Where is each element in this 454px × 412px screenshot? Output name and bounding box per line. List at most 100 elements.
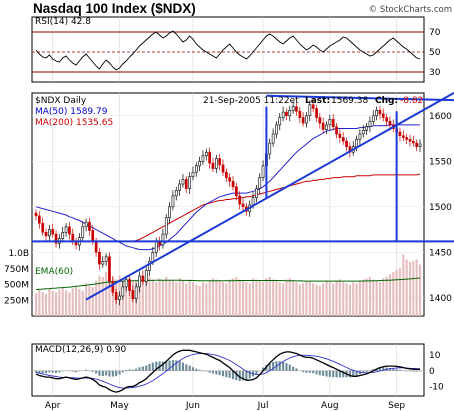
- volume-bar: [41, 292, 44, 316]
- ema60-label: EMA(60): [35, 267, 73, 277]
- macd-histogram-bar: [365, 370, 368, 372]
- candle-body: [104, 256, 108, 262]
- macd-histogram-bar: [108, 370, 111, 377]
- candle-body: [154, 241, 158, 253]
- volume-bar: [285, 279, 288, 316]
- macd-histogram-bar: [75, 370, 78, 373]
- candle-body: [171, 195, 175, 208]
- candle-body: [88, 221, 91, 231]
- candle-body: [408, 139, 412, 142]
- candle-body: [325, 124, 328, 130]
- macd-histogram-bar: [118, 370, 121, 375]
- macd-histogram-bar: [131, 369, 134, 371]
- volume-bar: [338, 279, 341, 316]
- candle-body: [288, 110, 292, 117]
- candle-body: [345, 140, 348, 147]
- volume-bar: [95, 280, 98, 316]
- candle-body: [418, 143, 422, 148]
- macd-histogram-bar: [285, 363, 288, 371]
- macd-histogram-bar: [305, 370, 308, 373]
- volume-bar: [362, 279, 365, 316]
- volume-bar: [98, 275, 101, 316]
- candle-body: [278, 117, 282, 126]
- macd-histogram-bar: [392, 368, 395, 371]
- macd-histogram-bar: [168, 360, 171, 371]
- copyright-text: © StockCharts.com: [369, 5, 452, 15]
- x-tick-label: Jun: [185, 401, 200, 411]
- macd-histogram-bar: [121, 370, 124, 373]
- volume-bar: [238, 279, 241, 316]
- volume-bar: [315, 284, 318, 316]
- candle-body: [208, 151, 212, 164]
- candle-body: [47, 229, 51, 237]
- volume-bar: [158, 278, 161, 316]
- volume-bar: [68, 292, 71, 316]
- volume-bar: [372, 279, 375, 316]
- candle-body: [68, 226, 71, 235]
- volume-bar: [168, 279, 171, 316]
- macd-histogram-bar: [145, 365, 148, 371]
- volume-bar: [245, 282, 248, 316]
- candle-body: [388, 120, 392, 126]
- candle-body: [215, 158, 218, 169]
- candle-body: [235, 186, 238, 197]
- rsi-tick-label: 50: [429, 48, 441, 58]
- volume-bar: [232, 278, 235, 316]
- volume-bar: [332, 283, 335, 316]
- macd-histogram-bar: [308, 370, 311, 373]
- price-panel-frame: [31, 92, 425, 317]
- macd-histogram-bar: [218, 370, 221, 376]
- macd-histogram-bar: [245, 370, 248, 380]
- macd-histogram-bar: [398, 369, 401, 371]
- trendline-falling-resistance: [266, 94, 454, 102]
- macd-histogram-bar: [388, 368, 391, 371]
- volume-bar: [201, 282, 204, 316]
- macd-histogram-bar: [419, 370, 422, 372]
- candle-body: [34, 212, 38, 217]
- candle-body: [341, 137, 345, 142]
- volume-tick-label: 500M: [4, 281, 29, 291]
- macd-histogram-bar: [382, 367, 385, 371]
- volume-bar: [318, 285, 321, 316]
- candle-body: [328, 119, 332, 126]
- macd-histogram-bar: [282, 361, 285, 371]
- volume-bar: [155, 282, 158, 316]
- macd-histogram-bar: [258, 370, 261, 372]
- candle-body: [168, 206, 171, 219]
- volume-bar: [78, 289, 81, 316]
- volume-bar: [402, 254, 405, 316]
- macd-histogram-bar: [188, 365, 191, 371]
- candle-body: [218, 158, 222, 166]
- candle-body: [64, 226, 68, 233]
- volume-bar: [218, 280, 221, 316]
- macd-histogram-bar: [135, 368, 138, 371]
- price-tick-label: 1400: [429, 294, 452, 304]
- candle-body: [291, 106, 295, 111]
- macd-histogram-bar: [378, 367, 381, 371]
- volume-bar: [375, 280, 378, 316]
- volume-bar: [252, 278, 255, 316]
- macd-histogram-bar: [328, 370, 331, 377]
- volume-bar: [302, 283, 305, 316]
- candle-body: [308, 104, 312, 117]
- volume-bar: [295, 282, 298, 316]
- macd-histogram-bar: [105, 370, 108, 376]
- macd-histogram-bar: [95, 370, 98, 374]
- candle-body: [124, 279, 128, 288]
- volume-bar: [38, 289, 41, 316]
- volume-bar: [55, 292, 58, 316]
- candle-body: [221, 164, 225, 173]
- volume-bar: [228, 279, 231, 316]
- candle-body: [205, 151, 208, 157]
- candle-body: [405, 137, 409, 140]
- volume-bar: [312, 283, 315, 316]
- x-tick-label: Aug: [321, 401, 339, 411]
- macd-tick-label: 10: [429, 351, 441, 361]
- volume-bar: [392, 272, 395, 316]
- macd-histogram-bar: [175, 360, 178, 371]
- candle-body: [94, 241, 98, 253]
- rsi-line: [35, 30, 421, 71]
- last-value: 1569.38: [331, 96, 368, 106]
- candle-body: [148, 261, 151, 271]
